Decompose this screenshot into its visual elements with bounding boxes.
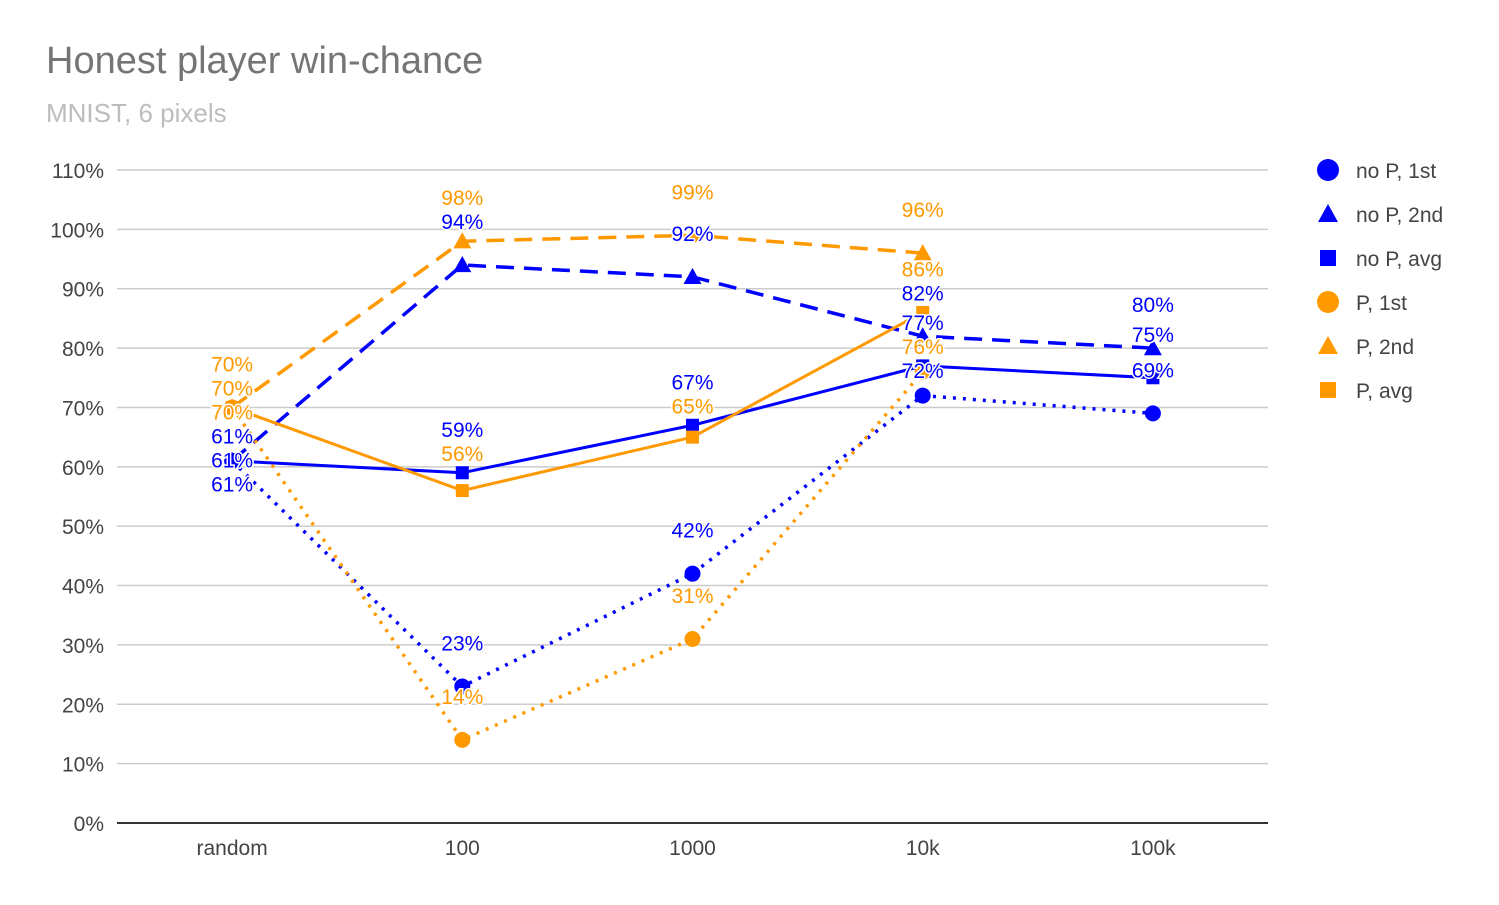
legend-marker-square [1320, 382, 1336, 398]
data-point [1144, 405, 1161, 422]
data-label: 56% [441, 443, 483, 466]
y-tick-label: 60% [62, 457, 104, 480]
legend-marker-triangle [1318, 204, 1338, 222]
y-tick-label: 10% [62, 754, 104, 777]
legend-label: P, avg [1356, 380, 1413, 403]
data-label: 72% [902, 360, 944, 383]
legend-label: no P, avg [1356, 248, 1442, 271]
data-point [914, 387, 931, 404]
series-line-p-1st [230, 370, 925, 743]
data-point [454, 678, 471, 695]
data-label: 42% [671, 520, 713, 543]
data-label: 92% [671, 223, 713, 246]
y-tick-label: 100% [50, 219, 104, 242]
data-label: 59% [441, 419, 483, 442]
data-point [684, 565, 701, 582]
data-label: 80% [1132, 294, 1174, 317]
series-line-p-avg [231, 311, 924, 493]
data-point [913, 244, 932, 261]
data-label: 96% [902, 199, 944, 222]
data-label: 99% [671, 181, 713, 204]
data-point [914, 363, 931, 380]
data-point [683, 226, 702, 243]
x-tick-label: random [196, 837, 267, 860]
data-point [455, 484, 469, 498]
y-tick-label: 110% [52, 160, 104, 183]
y-tick-label: 90% [62, 279, 104, 302]
data-point [455, 466, 469, 480]
x-tick-label: 10k [906, 837, 940, 860]
data-label: 61% [211, 449, 253, 472]
chart-subtitle: MNIST, 6 pixels [46, 98, 227, 128]
y-tick-label: 30% [62, 635, 104, 658]
data-label: 61% [211, 425, 253, 448]
data-label: 76% [902, 336, 944, 359]
data-label: 69% [1132, 359, 1174, 382]
data-label: 98% [441, 187, 483, 210]
legend-label: no P, 1st [1356, 160, 1436, 183]
data-point [686, 430, 699, 444]
y-tick-label: 50% [62, 516, 104, 539]
data-label: 14% [441, 686, 483, 709]
data-label: 75% [1132, 324, 1174, 347]
data-label: 82% [902, 282, 944, 305]
series-line-p-2nd [231, 233, 923, 409]
data-point [684, 630, 701, 647]
data-label: 23% [441, 632, 483, 655]
data-point [453, 232, 472, 249]
data-point [683, 267, 702, 285]
data-point [225, 454, 239, 468]
legend-label: P, 1st [1356, 292, 1407, 315]
data-point [1146, 371, 1160, 385]
data-label: 77% [902, 312, 944, 335]
legend-label: P, 2nd [1356, 336, 1414, 359]
data-label: 31% [671, 585, 713, 608]
data-label: 94% [441, 211, 483, 234]
y-tick-label: 40% [62, 576, 104, 599]
data-label: 70% [211, 377, 253, 400]
chart-title: Honest player win-chance [46, 40, 484, 82]
data-point [454, 731, 471, 748]
y-tick-label: 70% [62, 397, 104, 420]
x-tick-label: 100k [1130, 837, 1176, 860]
y-tick-label: 80% [62, 338, 104, 361]
data-point [916, 305, 930, 319]
y-tick-label: 20% [62, 694, 104, 717]
x-tick-label: 1000 [669, 837, 716, 860]
data-label: 67% [671, 371, 713, 394]
data-point [1143, 339, 1162, 356]
legend-marker-circle [1317, 159, 1339, 181]
data-point [913, 327, 932, 344]
data-label: 70% [211, 353, 253, 376]
data-label: 70% [211, 401, 253, 424]
legend-marker-triangle [1318, 336, 1338, 354]
data-point [453, 255, 472, 273]
legend-marker-square [1320, 250, 1336, 266]
data-label: 65% [671, 395, 713, 418]
data-label: 61% [211, 473, 253, 496]
data-label: 86% [902, 258, 944, 281]
y-tick-label: 0% [74, 813, 104, 836]
x-tick-label: 100 [445, 837, 480, 860]
data-point [686, 418, 699, 432]
data-point [225, 400, 239, 414]
legend-marker-circle [1317, 291, 1339, 313]
legend-label: no P, 2nd [1356, 204, 1443, 227]
